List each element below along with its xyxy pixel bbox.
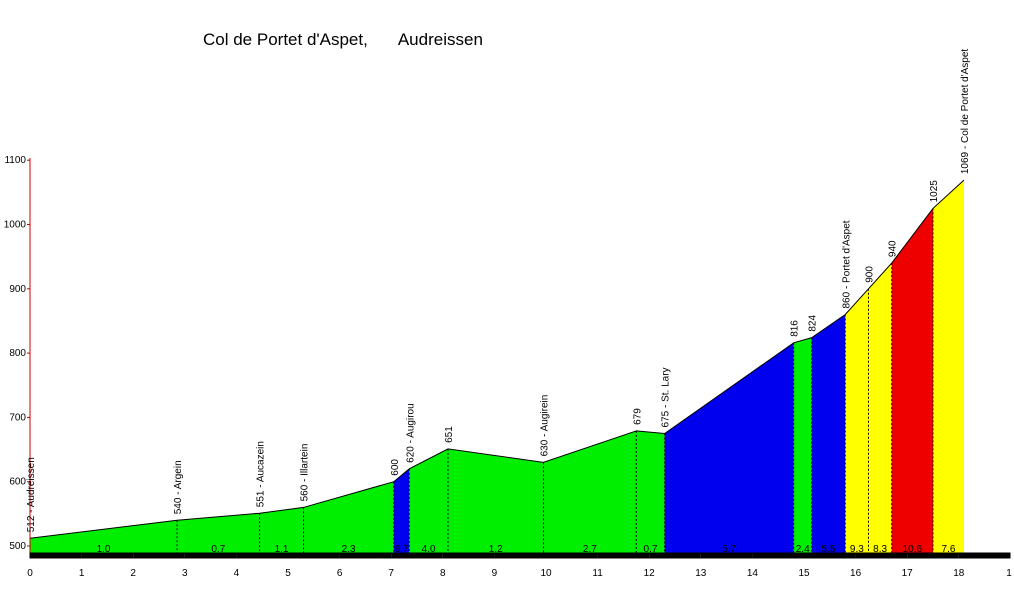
km-bar-block: [184, 553, 237, 558]
x-tick-label: 9: [492, 568, 498, 579]
segment-grade-label: 6.7: [395, 544, 409, 555]
km-bar-block: [339, 553, 392, 558]
segment-grade-label: 0.7: [644, 544, 658, 555]
km-bar-block: [494, 553, 546, 558]
segment-grade-label: 2.3: [342, 544, 356, 555]
segment-grade-label: 8.3: [873, 544, 887, 555]
km-bar-block: [442, 553, 495, 558]
km-bar-block: [546, 553, 598, 558]
km-bar-block: [649, 553, 701, 558]
waypoint-label: 860 - Portet d'Aspet: [841, 220, 852, 308]
waypoint-label: 1025: [929, 180, 940, 203]
waypoint-label: 675 - St. Lary: [661, 367, 672, 427]
profile-segment: [811, 314, 846, 553]
km-bar-block: [391, 553, 443, 558]
x-tick-label: 4: [234, 568, 240, 579]
profile-segment: [793, 337, 812, 553]
segment-grade-label: 1.1: [275, 544, 289, 555]
x-tick-label: 7: [388, 568, 394, 579]
waypoint-label: 900: [865, 266, 876, 283]
x-tick-label: 3: [182, 568, 188, 579]
x-tick-label: 1: [1006, 568, 1012, 579]
chart-title-main: Col de Portet d'Aspet,: [203, 30, 368, 49]
waypoint-label: 630 - Augirein: [539, 395, 550, 457]
profile-segment: [303, 481, 394, 553]
segment-grade-label: 10.6: [903, 544, 923, 555]
x-tick-label: 17: [902, 568, 914, 579]
profile-segment: [664, 342, 794, 553]
y-tick-label: 900: [9, 284, 26, 295]
km-bar-block: [855, 553, 908, 558]
segment-grade-label: 9.3: [850, 544, 864, 555]
profile-segment: [447, 448, 544, 553]
x-tick-label: 12: [644, 568, 656, 579]
y-tick-label: 800: [9, 348, 26, 359]
km-bar-block: [958, 553, 1010, 558]
x-tick-label: 18: [953, 568, 965, 579]
km-bar-block: [804, 553, 856, 558]
waypoint-label: 816: [790, 320, 801, 337]
x-tick-label: 14: [747, 568, 759, 579]
segment-grade-label: 1.0: [97, 544, 111, 555]
segment-grade-label: 2.7: [583, 544, 597, 555]
km-bar-block: [700, 553, 753, 558]
x-tick-label: 0: [27, 568, 33, 579]
km-bar-block: [907, 553, 959, 558]
km-bar-block: [30, 553, 82, 558]
y-tick-label: 700: [9, 412, 26, 423]
y-tick-label: 500: [9, 541, 26, 552]
segment-grade-label: 4.0: [422, 544, 436, 555]
km-bar-block: [597, 553, 650, 558]
km-bar-block: [752, 553, 804, 558]
waypoint-label: 679: [632, 408, 643, 425]
segment-grade-label: 5.7: [722, 544, 736, 555]
x-tick-label: 2: [130, 568, 136, 579]
profile-segment: [30, 520, 178, 553]
profile-segment: [177, 513, 260, 553]
profile-segment: [933, 180, 964, 553]
km-bar-block: [236, 553, 288, 558]
x-tick-label: 11: [592, 568, 603, 579]
km-bar-block: [133, 553, 185, 558]
km-bar-block: [81, 553, 134, 558]
waypoint-label: 1069 - Col de Portet d'Aspet: [960, 49, 971, 175]
profile-segment: [393, 468, 410, 553]
x-tick-label: 8: [440, 568, 446, 579]
segment-grade-label: 7.6: [942, 544, 956, 555]
x-tick-label: 1: [79, 568, 85, 579]
y-tick-label: 1000: [4, 220, 27, 231]
profile-segment: [636, 430, 665, 553]
x-tick-label: 6: [337, 568, 343, 579]
profile-segment: [543, 430, 637, 553]
waypoint-label: 512 - Audreissen: [26, 457, 37, 532]
waypoint-label: 620 - Augirou: [405, 403, 416, 463]
waypoint-label: 540 - Argein: [173, 460, 184, 514]
x-tick-label: 10: [540, 568, 552, 579]
profile-segment: [259, 507, 304, 553]
profile-segment: [409, 448, 448, 553]
profile-segment: [868, 263, 892, 553]
waypoint-label: 824: [808, 315, 819, 332]
waypoint-label: 940: [888, 240, 899, 257]
segment-grade-label: 2.4: [796, 544, 810, 555]
x-tick-label: 16: [850, 568, 862, 579]
profile-segment: [845, 288, 869, 553]
chart-subtitle: Audreissen: [397, 30, 483, 49]
km-bar-block: [288, 553, 340, 558]
x-tick-label: 5: [285, 568, 291, 579]
segment-grade-label: 5.5: [822, 544, 836, 555]
segment-grade-label: 1.2: [489, 544, 503, 555]
segment-grade-label: 0.7: [211, 544, 225, 555]
x-tick-label: 15: [798, 568, 810, 579]
x-tick-label: 13: [695, 568, 707, 579]
y-tick-label: 600: [9, 477, 26, 488]
chart-title: Col de Portet d'Aspet, Audreissen: [203, 30, 483, 50]
waypoint-label: 651: [444, 426, 455, 443]
waypoint-label: 600: [390, 459, 401, 476]
waypoint-label: 560 - Illartein: [299, 444, 310, 502]
y-tick-label: 1100: [4, 155, 26, 166]
profile-segment: [891, 208, 933, 554]
waypoint-label: 551 - Aucazein: [256, 441, 267, 507]
